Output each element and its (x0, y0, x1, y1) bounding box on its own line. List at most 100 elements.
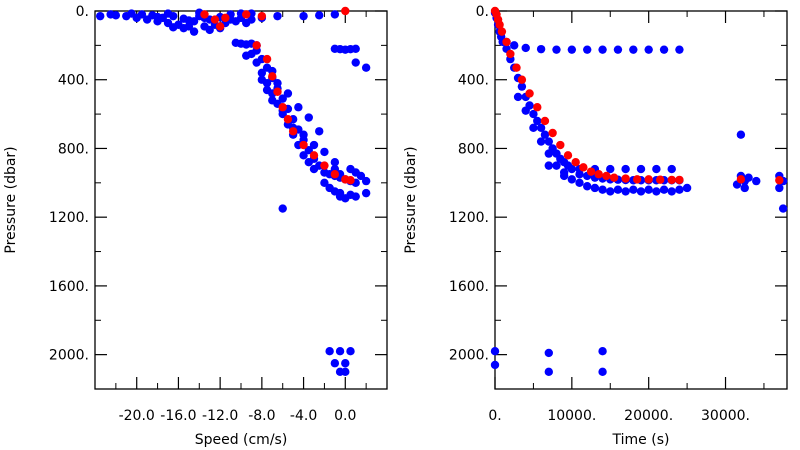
time-y-tick-label: 2000. (449, 348, 489, 364)
time-red-point (775, 176, 784, 185)
speed-red-point (215, 22, 225, 31)
time-blue-point (567, 175, 577, 184)
time-blue-point (536, 44, 546, 54)
speed-blue-point (127, 9, 136, 18)
speed-red-point (262, 54, 272, 64)
time-blue-point (606, 164, 615, 174)
time-x-tick-label: 20000. (624, 408, 673, 424)
time-blue-point (636, 187, 646, 196)
speed-red-point (252, 41, 261, 50)
speed-x-tick-label: 0.0 (334, 408, 356, 424)
speed-blue-point (325, 347, 334, 356)
speed-blue-point (163, 9, 173, 18)
time-y-axis-title: Pressure (dbar) (403, 146, 419, 253)
speed-blue-point (341, 194, 350, 203)
speed-red-point (200, 10, 209, 19)
time-y-tick-label: 800. (458, 141, 489, 157)
time-blue-point (675, 45, 684, 54)
speed-blue-point (252, 58, 261, 67)
time-blue-point (540, 130, 550, 139)
speed-red-point (341, 6, 350, 16)
time-blue-point (636, 164, 646, 174)
time-blue-point (613, 45, 623, 54)
speed-red-point (309, 151, 319, 160)
time-blue-point (744, 173, 753, 182)
time-red-point (506, 49, 515, 59)
time-blue-point (552, 45, 561, 54)
time-blue-point (606, 187, 615, 196)
speed-y-tick-label: 800. (58, 141, 89, 157)
time-blue-point (567, 45, 577, 54)
speed-blue-point (179, 23, 188, 33)
speed-x-tick-label: -20.0 (119, 408, 155, 424)
time-blue-point (510, 41, 519, 50)
time-y-tick-label: 1200. (449, 210, 489, 226)
time-blue-point (559, 171, 569, 181)
time-y-tick-label: 400. (458, 73, 489, 89)
speed-red-point (268, 72, 277, 81)
time-red-point (525, 89, 534, 98)
time-red-point (602, 171, 611, 181)
time-blue-point (598, 367, 607, 377)
time-red-point (512, 63, 521, 72)
time-blue-point (659, 185, 669, 194)
time-blue-point (544, 137, 553, 146)
speed-blue-point (309, 140, 319, 150)
time-blue-point (521, 106, 530, 115)
speed-panel: 0. 400. 800. 1200. 1600. 2000. -20.0 -16.0 -12.0… (3, 4, 388, 448)
speed-red-point (242, 10, 251, 19)
time-red-point (675, 175, 684, 185)
speed-blue-point (304, 113, 313, 122)
time-blue-point (667, 187, 676, 196)
time-x-axis-title: Time (s) (612, 432, 670, 448)
speed-blue-point (169, 23, 178, 32)
speed-y-tick-label: 400. (58, 73, 89, 89)
speed-blue-point (315, 11, 324, 20)
time-blue-point (544, 161, 553, 170)
speed-y-tick-label: 0. (76, 4, 89, 20)
time-panel: 0. 400. 800. 1200. 1600. 2000. 0. 10000. 20000. 3… (403, 4, 788, 448)
speed-x-tick-label: -12.0 (202, 408, 238, 424)
speed-blue-point (341, 359, 350, 368)
time-y-tick-label: 1600. (449, 279, 489, 295)
speed-blue-point (153, 12, 162, 22)
time-blue-point (682, 183, 692, 193)
speed-blue-point (247, 15, 256, 24)
speed-blue-point (273, 78, 282, 88)
time-blue-point (598, 347, 607, 356)
time-red-point (540, 116, 550, 126)
speed-blue-point (361, 188, 371, 198)
speed-red-point (330, 170, 340, 179)
time-blue-point (736, 130, 746, 139)
time-blue-point (544, 348, 553, 358)
speed-red-point (346, 176, 355, 185)
time-red-point (548, 128, 557, 138)
time-red-point (736, 175, 746, 184)
time-blue-point (490, 360, 500, 370)
speed-blue-point (309, 164, 319, 174)
speed-blue-point (231, 38, 240, 47)
speed-blue-point (184, 16, 194, 25)
speed-blue-point (330, 158, 340, 167)
time-blue-point (778, 204, 788, 213)
time-red-point (656, 175, 665, 184)
time-blue-point (536, 137, 546, 146)
speed-y-tick-label: 1200. (49, 210, 89, 226)
time-x-tick-label: 0. (488, 408, 501, 424)
speed-blue-point (96, 11, 105, 21)
speed-blue-point (346, 347, 355, 356)
speed-blue-point (351, 44, 360, 53)
time-blue-point (621, 187, 630, 196)
speed-blue-point (278, 204, 287, 213)
speed-blue-point (351, 58, 360, 67)
time-blue-point (490, 347, 500, 356)
speed-blue-point (283, 89, 293, 98)
time-blue-point (598, 45, 607, 54)
time-red-point (563, 151, 573, 160)
speed-red-point (299, 140, 308, 150)
time-blue-point (652, 164, 661, 174)
speed-red-point (273, 87, 282, 96)
speed-blue-point (278, 94, 287, 103)
